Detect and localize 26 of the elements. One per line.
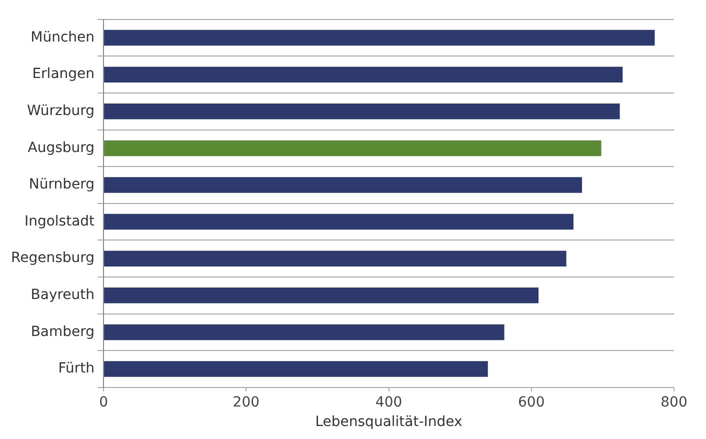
y-tick-label: Bayreuth — [30, 287, 95, 304]
y-tick-label: Bamberg — [30, 324, 95, 340]
bar — [104, 214, 574, 230]
x-tick-label: 400 — [375, 394, 402, 410]
bar — [104, 324, 504, 340]
bar — [104, 250, 566, 266]
bar — [104, 361, 488, 377]
bar — [104, 177, 582, 193]
bar — [104, 30, 655, 46]
bar — [104, 288, 539, 304]
y-tick-label: Nürnberg — [28, 176, 95, 193]
y-tick-label: Erlangen — [32, 66, 95, 82]
bar — [104, 104, 620, 120]
bar — [104, 140, 602, 156]
y-tick-label: Fürth — [58, 360, 95, 377]
x-tick-label: 600 — [518, 394, 545, 410]
y-tick-label: Würzburg — [27, 103, 95, 120]
y-tick-label: Ingolstadt — [24, 213, 96, 230]
y-tick-label: München — [30, 29, 95, 46]
y-tick-label: Regensburg — [10, 250, 95, 266]
x-axis-title: Lebensqualität-Index — [315, 414, 462, 430]
x-tick-label: 0 — [99, 394, 108, 410]
y-tick-label: Augsburg — [28, 140, 95, 156]
bar — [104, 66, 623, 82]
x-tick-label: 200 — [232, 394, 260, 410]
x-tick-label: 800 — [660, 394, 688, 410]
